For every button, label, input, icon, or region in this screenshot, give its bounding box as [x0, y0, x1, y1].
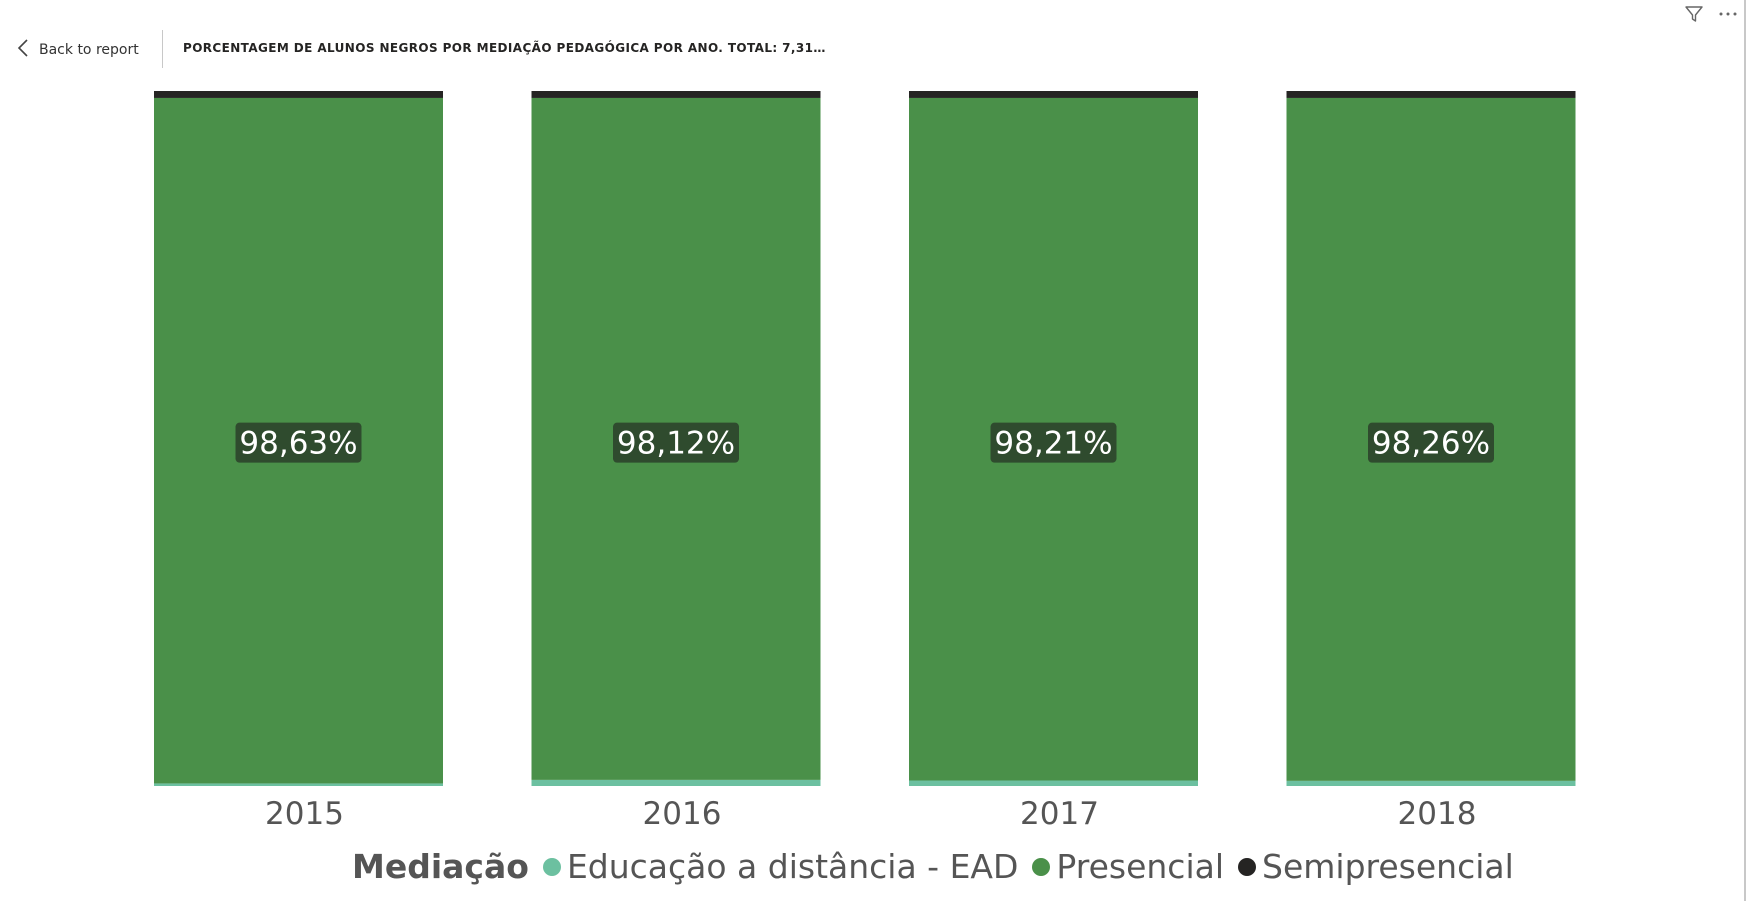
legend-label-semipresencial: Semipresencial [1262, 847, 1514, 886]
legend-dot-presencial [1032, 857, 1051, 876]
legend: Mediação Educação a distância - EAD Pres… [352, 847, 1528, 886]
legend-item-presencial[interactable]: Presencial [1032, 847, 1224, 886]
data-label-2018: 98,26% [1372, 426, 1490, 462]
bar-segment-ead-2018[interactable] [1286, 780, 1576, 786]
bar-segment-ead-2015[interactable] [154, 783, 443, 786]
data-label-2017: 98,21% [994, 426, 1112, 462]
stacked-bar-chart: 98,63% 2015 98,12% 2016 98,21% 2017 98,26% 2018 [154, 91, 1576, 832]
header-divider [162, 30, 163, 68]
legend-dot-semipresencial [1238, 857, 1256, 876]
more-options-icon[interactable] [1718, 4, 1738, 24]
legend-item-ead[interactable]: Educação a distância - EAD [542, 847, 1019, 886]
bar-segment-semipresencial-2018[interactable] [1286, 91, 1576, 98]
bar-segment-ead-2016[interactable] [531, 779, 821, 786]
bar-segment-semipresencial-2015[interactable] [154, 91, 443, 98]
right-border [1744, 0, 1746, 901]
bar-segment-semipresencial-2017[interactable] [909, 91, 1198, 98]
x-tick-2015: 2015 [265, 796, 344, 832]
data-label-bg-2018 [1368, 422, 1494, 463]
legend-item-semipresencial[interactable]: Semipresencial [1238, 847, 1514, 886]
data-label-bg-2015 [235, 422, 362, 463]
filter-icon[interactable] [1684, 4, 1704, 24]
legend-dot-ead [542, 857, 561, 876]
bar-segment-semipresencial-2016[interactable] [531, 91, 821, 98]
legend-label-presencial: Presencial [1056, 847, 1224, 886]
back-to-report-label: Back to report [39, 42, 139, 58]
data-label-2015: 98,63% [239, 426, 357, 462]
x-tick-2016: 2016 [643, 796, 722, 832]
x-tick-2018: 2018 [1398, 796, 1477, 832]
data-label-2016: 98,12% [617, 426, 735, 462]
x-tick-2017: 2017 [1020, 796, 1099, 832]
chevron-left-icon [17, 38, 29, 62]
chart-title: PORCENTAGEM DE ALUNOS NEGROS POR MEDIAÇÃ… [183, 41, 826, 55]
visual-header-icons [1684, 4, 1738, 24]
data-label-bg-2017 [990, 422, 1117, 463]
back-to-report-button[interactable]: Back to report [17, 38, 139, 62]
legend-label-ead: Educação a distância - EAD [566, 847, 1019, 886]
bar-segment-ead-2017[interactable] [909, 780, 1198, 786]
legend-title: Mediação [352, 847, 529, 886]
data-label-bg-2016 [613, 422, 739, 463]
